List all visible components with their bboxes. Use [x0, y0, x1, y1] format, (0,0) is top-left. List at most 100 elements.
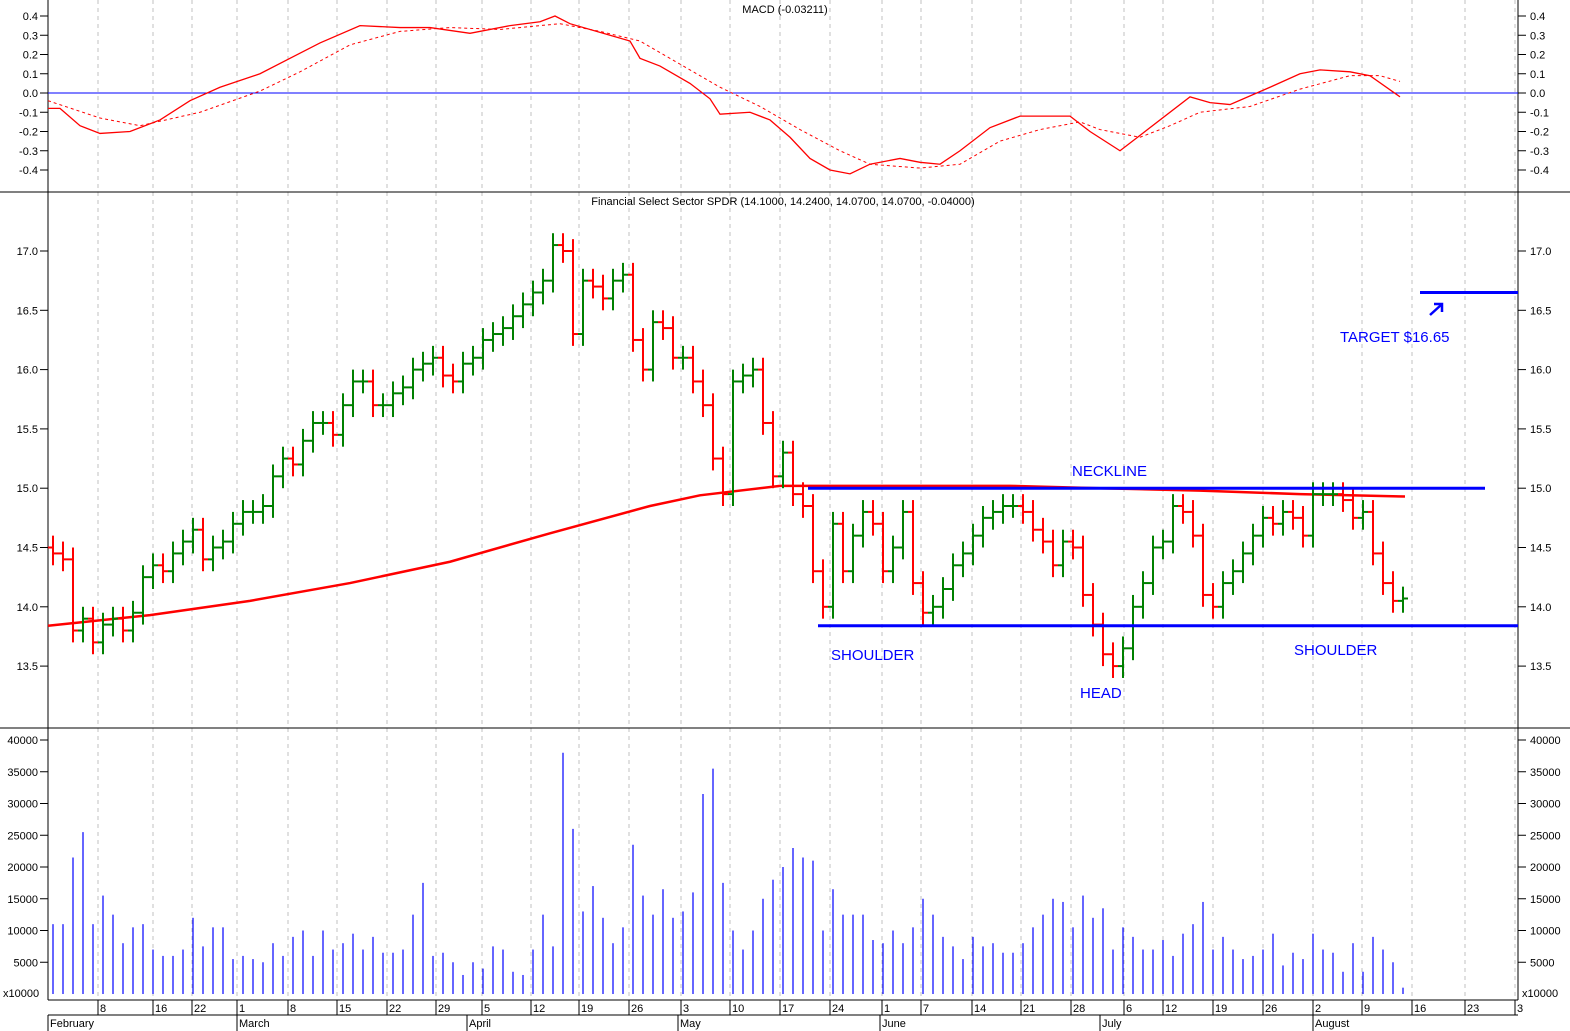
- day-tick-label: 14: [974, 1003, 986, 1015]
- volume-tick-label-left: 10000: [7, 926, 38, 938]
- macd-tick-label-right: -0.4: [1530, 165, 1549, 177]
- volume-tick-label-right: 30000: [1530, 799, 1561, 811]
- volume-tick-label-left: 15000: [7, 894, 38, 906]
- volume-tick-label-left: 30000: [7, 799, 38, 811]
- day-tick-label: 10: [732, 1003, 744, 1015]
- macd-tick-label-left: -0.2: [19, 127, 38, 139]
- day-tick-label: 3: [683, 1003, 689, 1015]
- day-tick-label: 28: [1073, 1003, 1085, 1015]
- day-tick-label: 2: [1315, 1003, 1321, 1015]
- macd-tick-label-right: -0.1: [1530, 107, 1549, 119]
- day-tick-label: 19: [581, 1003, 593, 1015]
- month-label: February: [50, 1018, 95, 1030]
- day-tick-label: 26: [631, 1003, 643, 1015]
- day-tick-label: 8: [100, 1003, 106, 1015]
- day-tick-label: 23: [1467, 1003, 1479, 1015]
- month-label: June: [882, 1018, 906, 1030]
- price-tick-label-right: 15.0: [1530, 483, 1551, 495]
- macd-tick-label-left: 0.1: [23, 69, 38, 81]
- macd-tick-label-left: 0.4: [23, 11, 38, 23]
- day-tick-label: 6: [1126, 1003, 1132, 1015]
- month-label: May: [680, 1018, 701, 1030]
- price-tick-label-left: 14.5: [17, 543, 38, 555]
- day-tick-label: 16: [155, 1003, 167, 1015]
- day-tick-label: 8: [290, 1003, 296, 1015]
- macd-tick-label-right: -0.2: [1530, 127, 1549, 139]
- price-tick-label-left: 16.5: [17, 305, 38, 317]
- macd-tick-label-right: 0.1: [1530, 69, 1545, 81]
- volume-tick-label-right: 35000: [1530, 767, 1561, 779]
- macd-tick-label-left: -0.3: [19, 146, 38, 158]
- volume-tick-label-right: 20000: [1530, 862, 1561, 874]
- volume-tick-label-left: 25000: [7, 830, 38, 842]
- day-tick-label: 9: [1364, 1003, 1370, 1015]
- price-tick-label-left: 15.0: [17, 483, 38, 495]
- day-tick-label: 17: [782, 1003, 794, 1015]
- day-tick-label: 16: [1414, 1003, 1426, 1015]
- price-tick-label-right: 17.0: [1530, 246, 1551, 258]
- macd-line: [48, 15, 1401, 175]
- macd-title: MACD (-0.03211): [742, 4, 827, 16]
- day-tick-label: 5: [484, 1003, 490, 1015]
- price-tick-label-right: 16.0: [1530, 365, 1551, 377]
- month-label: April: [469, 1018, 491, 1030]
- macd-tick-label-left: 0.0: [23, 88, 38, 100]
- macd-tick-label-right: 0.2: [1530, 50, 1545, 62]
- day-tick-label: 22: [194, 1003, 206, 1015]
- day-tick-label: 12: [1165, 1003, 1177, 1015]
- volume-tick-label-right: 5000: [1530, 957, 1554, 969]
- target-label: TARGET $16.65: [1340, 329, 1450, 346]
- volume-tick-label-left: 5000: [14, 957, 38, 969]
- price-tick-label-left: 13.5: [17, 661, 38, 673]
- macd-tick-label-left: -0.1: [19, 107, 38, 119]
- moving-average-line: [47, 484, 1406, 628]
- macd-tick-label-right: 0.0: [1530, 88, 1545, 100]
- neckline-label: NECKLINE: [1072, 463, 1147, 480]
- macd-panel: [47, 15, 1518, 175]
- price-tick-label-right: 13.5: [1530, 661, 1551, 673]
- volume-unit-right: x10000: [1522, 988, 1558, 1000]
- macd-tick-label-left: 0.2: [23, 50, 38, 62]
- day-tick-label: 12: [533, 1003, 545, 1015]
- macd-tick-label-left: 0.3: [23, 30, 38, 42]
- day-tick-label: 15: [339, 1003, 351, 1015]
- price-tick-label-left: 16.0: [17, 365, 38, 377]
- day-tick-label: 22: [389, 1003, 401, 1015]
- head-label: HEAD: [1080, 685, 1122, 702]
- pattern-annotations: [808, 291, 1518, 628]
- macd-tick-label-left: -0.4: [19, 165, 38, 177]
- price-tick-label-right: 14.5: [1530, 543, 1551, 555]
- price-tick-label-right: 16.5: [1530, 305, 1551, 317]
- left-shoulder-label: SHOULDER: [831, 647, 915, 664]
- volume-tick-label-left: 40000: [7, 735, 38, 747]
- day-tick-label: 1: [239, 1003, 245, 1015]
- day-tick-label: 29: [438, 1003, 450, 1015]
- day-tick-label: 1: [884, 1003, 890, 1015]
- price-panel: [47, 233, 1408, 678]
- volume-tick-label-right: 10000: [1530, 926, 1561, 938]
- day-tick-label: 7: [923, 1003, 929, 1015]
- volume-tick-label-right: 40000: [1530, 735, 1561, 747]
- price-tick-label-right: 14.0: [1530, 602, 1551, 614]
- volume-tick-label-left: 35000: [7, 767, 38, 779]
- day-tick-label: 21: [1023, 1003, 1035, 1015]
- arrow-up-right-icon: [1429, 302, 1444, 316]
- month-label: July: [1102, 1018, 1122, 1030]
- price-tick-label-left: 14.0: [17, 602, 38, 614]
- macd-tick-label-right: -0.3: [1530, 146, 1549, 158]
- day-tick-label: 19: [1215, 1003, 1227, 1015]
- volume-tick-label-right: 25000: [1530, 830, 1561, 842]
- price-title: Financial Select Sector SPDR (14.1000, 1…: [591, 196, 974, 208]
- axis-labels: 8 16 22 1 8 15 22 29 5 12 19 26 3 10 17 24 1 7 14 21 28 6 12 19…: [7, 11, 1561, 1031]
- day-tick-label: 26: [1265, 1003, 1277, 1015]
- price-tick-label-left: 15.5: [17, 424, 38, 436]
- volume-tick-label-right: 15000: [1530, 894, 1561, 906]
- volume-panel: [52, 752, 1404, 994]
- price-tick-label-left: 17.0: [17, 246, 38, 258]
- day-tick-label: 24: [832, 1003, 844, 1015]
- right-shoulder-label: SHOULDER: [1294, 642, 1378, 659]
- volume-tick-label-left: 20000: [7, 862, 38, 874]
- macd-tick-label-right: 0.3: [1530, 30, 1545, 42]
